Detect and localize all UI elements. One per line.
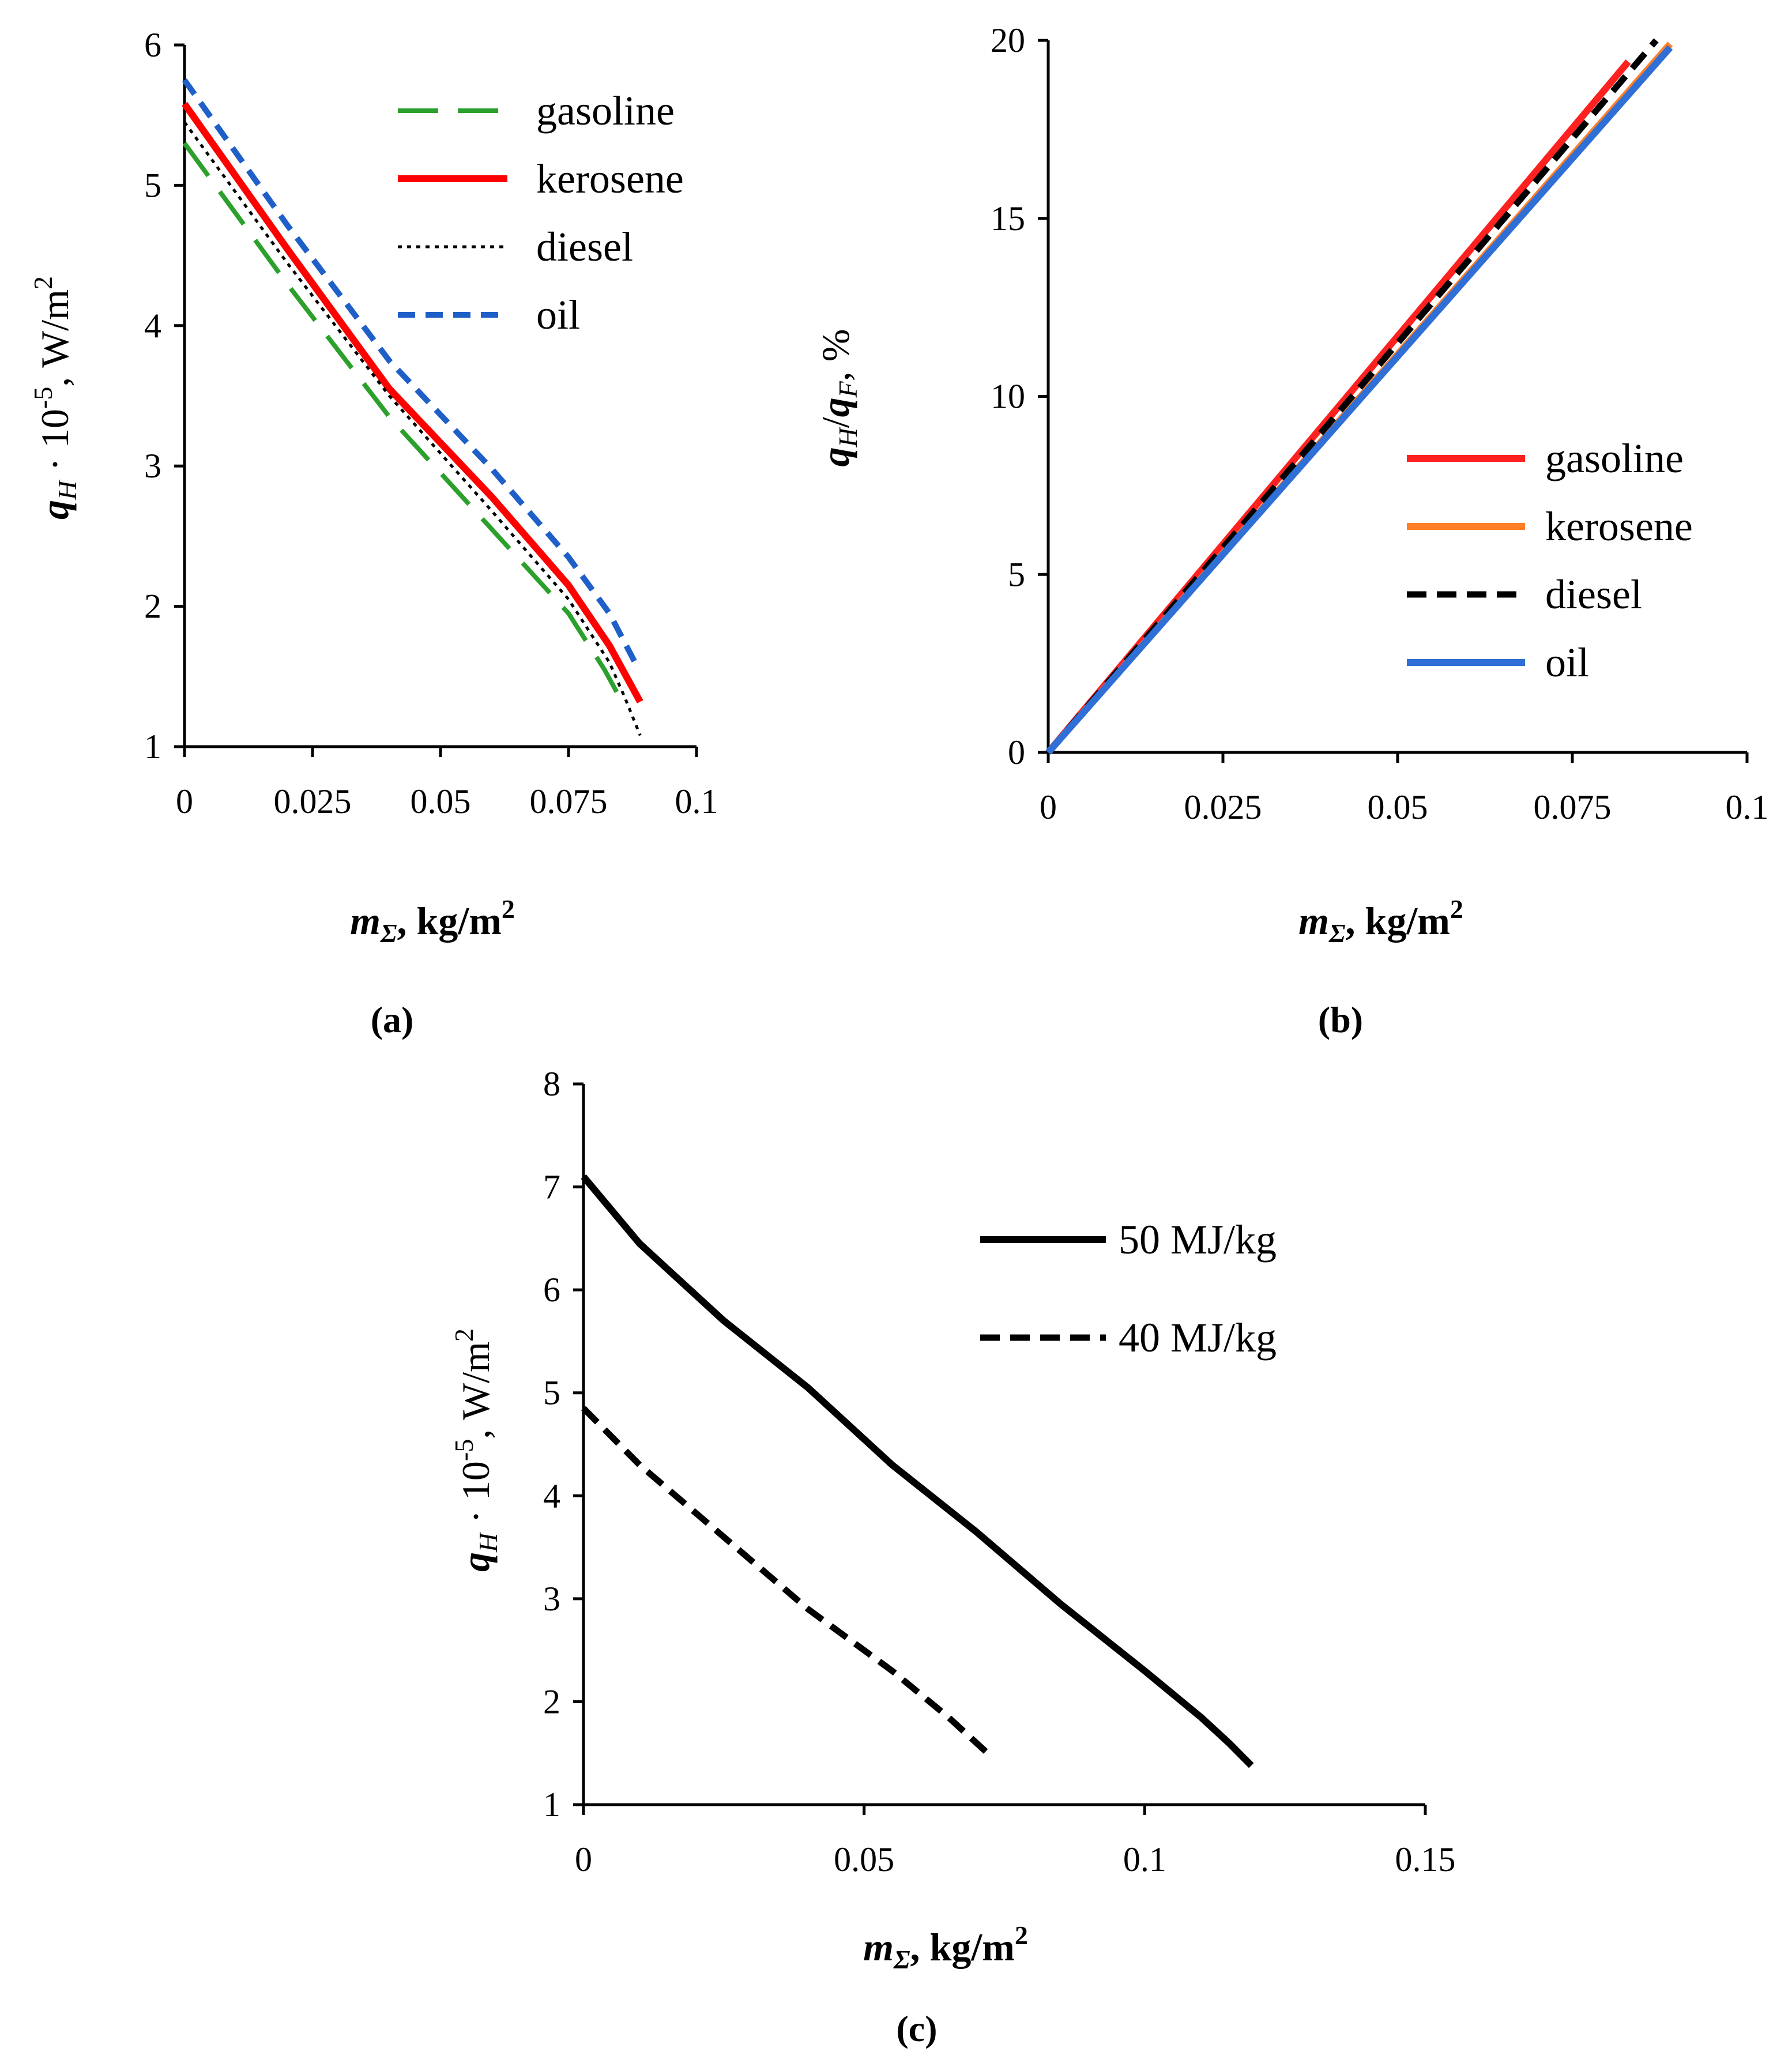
series-line-oil — [182, 78, 638, 664]
y-tick-label: 7 — [543, 1168, 560, 1206]
y-axis-label: qH · 10-5, W/m2 — [449, 1328, 503, 1572]
legend-label: gasoline — [536, 88, 675, 134]
legend-label: gasoline — [1545, 435, 1684, 481]
series-line-diesel — [183, 121, 642, 736]
x-tick-label: 0.075 — [1534, 788, 1612, 826]
panel-caption: (b) — [1318, 999, 1363, 1040]
panel-caption: (a) — [371, 999, 414, 1040]
x-tick-label: 0.025 — [1184, 788, 1262, 826]
x-tick-label: 0.025 — [274, 782, 352, 820]
y-tick-label: 10 — [991, 378, 1025, 416]
y-tick-label: 2 — [144, 588, 161, 626]
x-tick-label: 0.05 — [1368, 788, 1428, 826]
series-line-40-mj-kg — [581, 1406, 990, 1756]
legend-label: kerosene — [1545, 503, 1693, 549]
legend-label: oil — [536, 292, 580, 338]
x-tick-label: 0 — [575, 1840, 592, 1878]
x-tick-label: 0.15 — [1395, 1840, 1456, 1878]
y-tick-label: 8 — [543, 1065, 560, 1103]
legend-label: oil — [1545, 639, 1589, 686]
x-tick-label: 0.1 — [675, 782, 718, 820]
y-tick-label: 5 — [1008, 555, 1025, 593]
legend-label: 40 MJ/kg — [1119, 1315, 1277, 1361]
y-tick-label: 3 — [144, 447, 161, 485]
y-axis-label: qH · 10-5, W/m2 — [28, 276, 82, 519]
y-tick-label: 6 — [144, 26, 161, 64]
y-tick-label: 5 — [543, 1374, 560, 1412]
x-tick-label: 0 — [176, 782, 193, 820]
panel-caption: (c) — [896, 2008, 937, 2049]
y-tick-label: 4 — [144, 307, 161, 345]
y-tick-label: 0 — [1008, 733, 1025, 771]
y-axis-label: qH/qF, % — [814, 329, 863, 467]
chart-panel-a: 1 2 3 4 5 6 0 0.025 0.05 0.075 0.1 gasoline kerosene… — [28, 26, 718, 1040]
legend-label: diesel — [1545, 571, 1642, 618]
y-tick-label: 6 — [543, 1271, 560, 1309]
series-line-50-mj-kg — [581, 1174, 1254, 1768]
y-tick-label: 20 — [991, 21, 1025, 59]
x-tick-label: 0.1 — [1123, 1840, 1166, 1878]
y-tick-label: 2 — [543, 1682, 560, 1720]
series-line-kerosene — [182, 101, 643, 703]
series-line-gasoline — [182, 142, 622, 699]
chart-panel-b: 0 5 10 15 20 0 0.025 0.05 0.075 0.1 gasoline kerose… — [814, 21, 1769, 1040]
chart-panel-c: 1 2 3 4 5 6 7 8 0 0.05 0.1 0.15 50 MJ/kg 40 MJ/kg mΣ, … — [449, 1065, 1456, 2049]
y-tick-label: 4 — [543, 1477, 560, 1515]
x-tick-label: 0.1 — [1726, 788, 1769, 826]
legend-label: diesel — [536, 224, 633, 270]
x-axis-label: mΣ, kg/m2 — [1298, 894, 1463, 948]
x-axis-label: mΣ, kg/m2 — [350, 894, 515, 948]
y-tick-label: 15 — [991, 199, 1025, 238]
y-tick-label: 1 — [144, 728, 161, 766]
legend-label: kerosene — [536, 156, 684, 202]
x-axis-label: mΣ, kg/m2 — [863, 1921, 1028, 1974]
x-tick-label: 0 — [1040, 788, 1057, 826]
series-line-oil — [1045, 45, 1673, 755]
legend-label: 50 MJ/kg — [1119, 1217, 1277, 1263]
y-tick-label: 5 — [144, 166, 161, 204]
x-tick-label: 0.075 — [530, 782, 608, 820]
y-tick-label: 1 — [543, 1786, 560, 1824]
x-tick-label: 0.05 — [834, 1840, 894, 1878]
y-tick-label: 3 — [543, 1580, 560, 1618]
x-tick-label: 0.05 — [411, 782, 471, 820]
